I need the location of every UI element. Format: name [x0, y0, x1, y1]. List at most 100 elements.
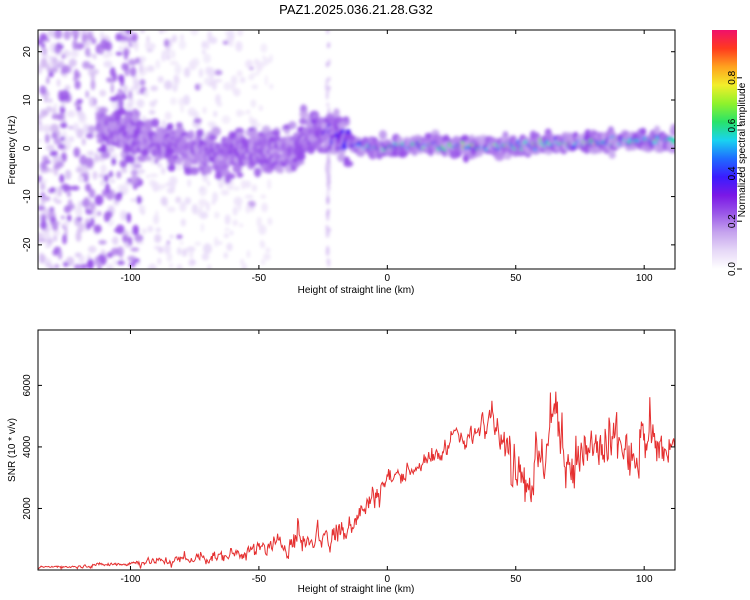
noise-blob: [256, 69, 260, 76]
ridge-halo: [109, 96, 119, 102]
noise-blob: [75, 168, 84, 173]
noise-blob: [147, 263, 157, 269]
noise-blob: [66, 110, 76, 118]
noise-blob: [236, 70, 243, 77]
noise-blob: [141, 65, 148, 76]
x-tick-label: 50: [510, 273, 522, 284]
noise-blob: [232, 206, 238, 216]
noise-blob: [73, 68, 79, 80]
noise-blob: [265, 247, 271, 253]
noise-blob: [81, 137, 86, 146]
noise-blob: [66, 190, 72, 198]
noise-blob: [38, 253, 46, 264]
noise-blob: [117, 74, 125, 83]
noise-blob: [59, 105, 66, 116]
streak-blob: [326, 163, 330, 170]
ridge-halo: [187, 130, 195, 140]
noise-blob: [264, 75, 268, 86]
snr-y-axis-label: SNR (10 * v/v): [7, 418, 18, 482]
noise-blob: [139, 78, 146, 87]
noise-blob: [199, 211, 209, 220]
noise-blob: [74, 80, 81, 90]
noise-blob: [235, 41, 243, 52]
noise-blob: [53, 163, 61, 170]
noise-blob: [244, 180, 252, 189]
noise-blob: [251, 184, 258, 192]
y-tick-label: 0: [22, 145, 33, 151]
noise-blob: [104, 41, 113, 52]
noise-blob: [157, 75, 164, 83]
noise-blob: [126, 212, 132, 224]
noise-blob: [63, 30, 71, 41]
noise-blob: [90, 79, 96, 91]
colorbar-tick-label: 0.0: [727, 262, 738, 276]
ridge-halo: [343, 160, 354, 168]
noise-blob: [76, 99, 83, 104]
noise-blob: [40, 161, 48, 171]
noise-blob: [120, 185, 129, 194]
noise-blob: [232, 219, 238, 226]
noise-blob: [75, 231, 82, 242]
noise-blob: [206, 201, 210, 212]
noise-blob: [53, 137, 62, 145]
noise-blob: [70, 203, 75, 210]
noise-blob: [115, 51, 123, 56]
ridge-halo: [666, 143, 675, 153]
ridge-halo: [333, 108, 340, 118]
noise-blob: [94, 194, 104, 206]
noise-blob: [117, 88, 123, 94]
noise-blob: [194, 241, 202, 246]
noise-blob: [137, 172, 143, 176]
noise-blob: [85, 221, 91, 230]
snr-background: [38, 330, 675, 570]
noise-blob: [169, 234, 174, 239]
noise-blob: [86, 258, 95, 269]
streak-blob: [327, 85, 331, 91]
noise-blob: [62, 183, 68, 193]
noise-blob: [169, 60, 179, 66]
colorbar-label: Normalized spectral amplitude: [737, 82, 748, 217]
noise-blob: [85, 90, 89, 98]
noise-blob: [85, 132, 94, 139]
noise-blob: [127, 255, 136, 262]
noise-blob: [77, 222, 84, 233]
noise-blob: [260, 259, 266, 265]
noise-blob: [65, 84, 71, 91]
noise-blob: [53, 56, 57, 64]
x-tick-label: 0: [385, 273, 391, 284]
noise-blob: [76, 216, 83, 222]
noise-blob: [199, 83, 203, 88]
noise-blob: [269, 83, 274, 90]
noise-blob: [56, 42, 61, 49]
noise-blob: [74, 206, 81, 216]
ridge-halo: [299, 117, 307, 125]
streak-blob: [326, 189, 330, 198]
noise-blob: [159, 30, 164, 34]
noise-blob: [67, 125, 75, 130]
noise-blob: [93, 224, 102, 234]
noise-blob: [38, 139, 42, 143]
noise-blob: [38, 122, 43, 133]
streak-blob: [327, 185, 331, 191]
noise-blob: [245, 59, 253, 69]
colorbar-ticks: 0.0 0.2 0.4 0.6 0.8: [727, 70, 742, 276]
noise-blob: [260, 194, 266, 199]
ridge-halo: [124, 154, 133, 164]
noise-blob: [198, 68, 204, 78]
noise-blob: [85, 32, 94, 41]
noise-blob: [70, 50, 79, 58]
noise-blob: [86, 30, 94, 34]
noise-blob: [123, 50, 129, 61]
x-tick-label: 100: [636, 273, 653, 284]
noise-blob: [176, 234, 183, 240]
streak-blob: [327, 76, 331, 82]
noise-blob: [221, 115, 231, 124]
streak-blob: [326, 44, 330, 49]
noise-blob: [267, 179, 272, 190]
ridge-halo: [251, 129, 258, 136]
noise-blob: [152, 214, 160, 225]
noise-blob: [261, 202, 268, 213]
noise-blob: [214, 236, 219, 248]
noise-blob: [155, 227, 161, 233]
noise-blob: [85, 157, 94, 168]
